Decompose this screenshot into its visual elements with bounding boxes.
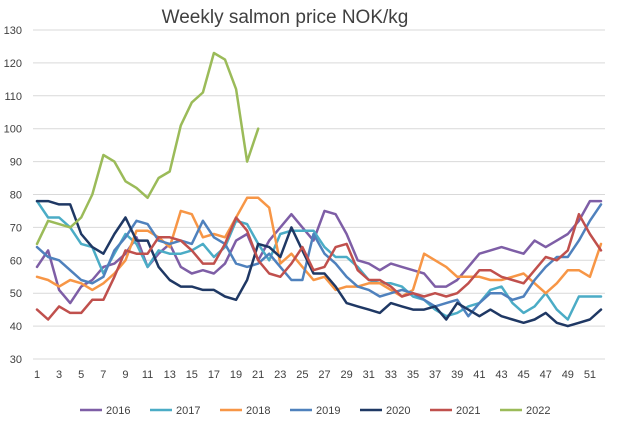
- x-tick-label: 35: [407, 369, 419, 381]
- x-tick-label: 41: [473, 369, 485, 381]
- x-tick-label: 33: [385, 369, 397, 381]
- series-line-2021: [35, 212, 603, 321]
- series-line-2017: [35, 199, 603, 321]
- y-tick-label: 70: [10, 222, 22, 234]
- y-tick-label: 80: [10, 190, 22, 202]
- x-tick-label: 43: [495, 369, 507, 381]
- legend: 2016 2017 2018 2019 2020 2021 2022: [80, 405, 550, 417]
- legend-label-2019: 2019: [316, 405, 340, 417]
- y-tick-label: 90: [10, 157, 22, 169]
- x-tick-label: 39: [451, 369, 463, 381]
- x-tick-label: 5: [78, 369, 84, 381]
- x-axis-ticks: 1 3 5 7 9 11 13 15 17 19 21 23 25 27 29 31 33 35 37 39 41 43 4…: [34, 369, 596, 381]
- x-tick-label: 7: [100, 369, 106, 381]
- legend-label-2022: 2022: [526, 405, 550, 417]
- legend-label-2016: 2016: [106, 405, 130, 417]
- y-axis-ticks: 30 40 50 60 70 80 90 100 110 120 130: [4, 25, 22, 366]
- y-tick-label: 50: [10, 288, 22, 300]
- series-line-2020: [35, 199, 603, 328]
- x-tick-label: 25: [296, 369, 308, 381]
- series-line-2016: [35, 199, 603, 305]
- chart-title: Weekly salmon price NOK/kg: [162, 7, 409, 28]
- y-tick-label: 60: [10, 255, 22, 267]
- x-tick-label: 51: [584, 369, 596, 381]
- x-tick-label: 49: [562, 369, 574, 381]
- x-tick-label: 15: [186, 369, 198, 381]
- x-tick-label: 13: [164, 369, 176, 381]
- x-tick-label: 45: [517, 369, 529, 381]
- x-tick-label: 9: [122, 369, 128, 381]
- x-tick-label: 1: [34, 369, 40, 381]
- legend-label-2017: 2017: [176, 405, 200, 417]
- y-tick-label: 40: [10, 321, 22, 333]
- y-tick-label: 130: [4, 25, 22, 37]
- x-tick-label: 37: [429, 369, 441, 381]
- y-tick-label: 30: [10, 354, 22, 366]
- x-tick-label: 3: [56, 369, 62, 381]
- y-tick-label: 100: [4, 124, 22, 136]
- x-tick-label: 31: [363, 369, 375, 381]
- x-tick-label: 21: [252, 369, 264, 381]
- x-tick-label: 17: [208, 369, 220, 381]
- x-tick-label: 47: [540, 369, 552, 381]
- legend-label-2021: 2021: [456, 405, 480, 417]
- x-tick-label: 23: [274, 369, 286, 381]
- y-tick-label: 110: [4, 91, 22, 103]
- legend-label-2018: 2018: [246, 405, 270, 417]
- x-tick-label: 29: [341, 369, 353, 381]
- x-tick-label: 19: [230, 369, 242, 381]
- legend-label-2020: 2020: [386, 405, 410, 417]
- series-line-2022: [35, 51, 260, 246]
- series-lines: [35, 51, 603, 328]
- x-tick-label: 11: [142, 369, 153, 381]
- x-tick-label: 27: [318, 369, 330, 381]
- y-tick-label: 120: [4, 58, 22, 70]
